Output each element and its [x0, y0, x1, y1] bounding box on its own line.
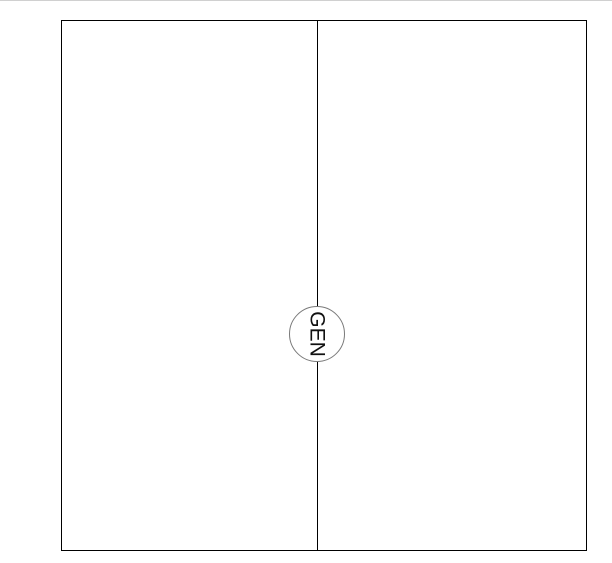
top-rule — [0, 0, 612, 1]
center-divider-line — [317, 20, 318, 551]
generator-label: GEN — [305, 311, 329, 357]
generator-symbol: GEN — [289, 306, 345, 362]
diagram-frame — [61, 20, 587, 551]
